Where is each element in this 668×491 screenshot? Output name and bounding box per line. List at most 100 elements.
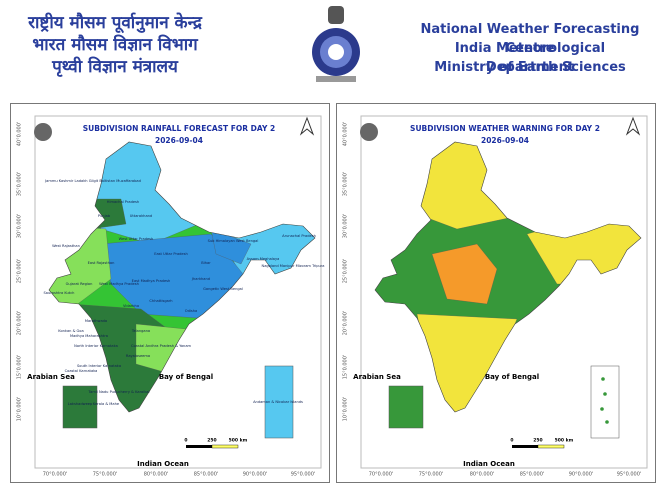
map-frame [34,115,322,469]
north-arrow [299,116,315,136]
lon-label: 70°0.000' [369,472,394,478]
scale-label: 500 km [229,438,248,444]
sea-label: Indian Ocean [137,460,189,468]
inset-lakshadweep [62,385,98,429]
region-label: Himachal Pradesh [107,200,139,204]
region-label: Bihar [201,261,211,265]
lon-label: 75°0.000' [419,472,444,478]
region-label: Nagaland Manipur Mizoram Tripura [262,264,325,268]
region-label: East Uttar Pradesh [154,252,188,256]
sea-label: Arabian Sea [27,373,75,381]
india-outline [48,141,316,413]
island [600,407,604,411]
region-label: Saurashtra Kutch [44,291,75,295]
panel-title: SUBDIVISION RAINFALL FORECAST FOR DAY 2 [83,124,275,133]
lat-label: 35°0.000' [343,172,349,197]
sea-label: Indian Ocean [463,460,515,468]
scale-label: 0 [184,438,187,444]
region-label: Coastal Andhra Pradesh & Yanam [131,344,192,348]
region-label: Gangetic West Bengal [203,287,243,291]
region-label: South Interior Karnataka [77,364,121,368]
region-label: West Madhya Pradesh [99,282,139,286]
region-label: Andaman & Nicobar Islands [253,400,303,404]
region [416,313,518,412]
region-label: Vidarbha [123,304,139,308]
header-english: India Meteorological Department [454,41,606,75]
header-english: Ministry of Earth Sciences [434,60,626,75]
sea-label: Bay of Bengal [159,373,213,381]
region-label: Jharkhand [191,277,210,281]
india-outline [374,141,642,413]
emblem [312,6,360,82]
header-hindi: भारत मौसम विज्ञान विभाग [32,35,198,55]
lat-label: 40°0.000' [343,122,349,147]
island [601,377,605,381]
map-panel: SUBDIVISION RAINFALL FORECAST FOR DAY 2 2… [10,103,330,483]
region-label: Coastal Karnataka [65,369,98,373]
region-label: Assam Meghalaya [247,257,280,261]
region-label: North Interior Karnataka [74,344,118,348]
map-panel: SUBDIVISION WEATHER WARNING FOR DAY 2 202… [336,103,656,483]
lat-label: 25°0.000' [17,259,23,284]
header-hindi: राष्ट्रीय मौसम पूर्वानुमान केन्द्र [28,13,202,33]
region [396,142,528,230]
lat-label: 35°0.000' [17,172,23,197]
sea-label: Bay of Bengal [485,373,539,381]
lon-label: 95°0.000' [617,472,642,478]
lon-label: 90°0.000' [243,472,268,478]
emblem [360,123,378,141]
scale-bar [211,444,239,449]
inset-andaman [590,365,620,439]
region-label: Telangana [131,329,150,333]
region [70,142,212,245]
lat-label: 40°0.000' [17,122,23,147]
panel-date: 2026-09-04 [155,136,203,145]
island [603,392,607,396]
scale-label: 250 [207,438,216,444]
emblem [34,123,52,141]
region-label: Punjab [98,214,111,218]
region-label: Gujarat Region [66,282,93,286]
lat-label: 20°0.000' [343,311,349,336]
region-label: Marathwada [85,319,107,323]
region [210,228,252,265]
region [431,243,498,305]
region-label: Uttarakhand [130,214,152,218]
region-label: Odisha [185,309,197,313]
scale-label: 500 km [555,438,574,444]
region-label: West Uttar Pradesh [119,237,154,241]
region-label: Madhya Maharashtra [70,334,108,338]
map-frame [360,115,648,469]
region-label: East Rajasthan [88,261,115,265]
lat-label: 15°0.000' [343,355,349,380]
scale-label: 250 [533,438,542,444]
lat-label: 10°0.000' [17,397,23,422]
lon-label: 90°0.000' [569,472,594,478]
region-label: Jammu Kashmir Ladakh Gilgit Baltistan Mu… [44,179,141,183]
region-label: East Madhya Pradesh [132,279,171,283]
lat-label: 20°0.000' [17,311,23,336]
region-label: Chhattisgarh [149,299,172,303]
region-label: Tamil Nadu Puducherry & Karaikal [88,390,150,394]
north-arrow [625,116,641,136]
region-label: Kerala & Mahe [93,402,120,406]
region-label: Rayalaseema [126,354,150,358]
island [605,420,609,424]
lat-label: 30°0.000' [343,214,349,239]
lon-label: 85°0.000' [194,472,219,478]
panel-title: SUBDIVISION WEATHER WARNING FOR DAY 2 [410,124,600,133]
header-hindi: पृथ्वी विज्ञान मंत्रालय [52,57,178,77]
region-label: Arunachal Pradesh [282,234,316,238]
lat-label: 10°0.000' [343,397,349,422]
lon-label: 75°0.000' [93,472,118,478]
lon-label: 80°0.000' [470,472,495,478]
region-label: Konkan & Goa [58,329,83,333]
region-label: Lakshadweep [68,402,93,406]
lat-label: 30°0.000' [17,214,23,239]
scale-bar [186,445,212,448]
scale-bar [537,444,565,449]
lon-label: 95°0.000' [291,472,316,478]
sea-label: Arabian Sea [353,373,401,381]
lat-label: 25°0.000' [343,259,349,284]
